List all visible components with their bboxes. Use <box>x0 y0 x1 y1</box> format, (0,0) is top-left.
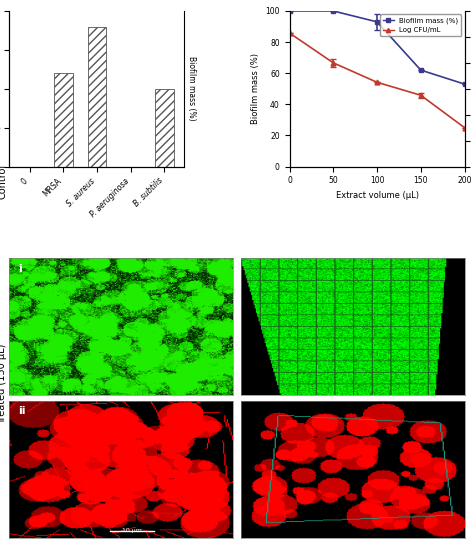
Y-axis label: Biofilm mass (%): Biofilm mass (%) <box>187 57 196 121</box>
Text: 10 μm: 10 μm <box>122 528 142 533</box>
Bar <box>54 73 73 166</box>
Legend: Biofilm mass (%), Log CFU/mL: Biofilm mass (%), Log CFU/mL <box>381 14 461 36</box>
Text: Control: Control <box>0 164 8 199</box>
X-axis label: Extract volume (μL): Extract volume (μL) <box>336 191 419 200</box>
Bar <box>88 26 106 166</box>
Bar <box>155 89 173 166</box>
Text: ii: ii <box>18 406 26 416</box>
Text: Treated (150 μL): Treated (150 μL) <box>0 344 8 424</box>
Y-axis label: Biofilm mass (%): Biofilm mass (%) <box>251 53 260 124</box>
Text: i: i <box>18 264 22 273</box>
